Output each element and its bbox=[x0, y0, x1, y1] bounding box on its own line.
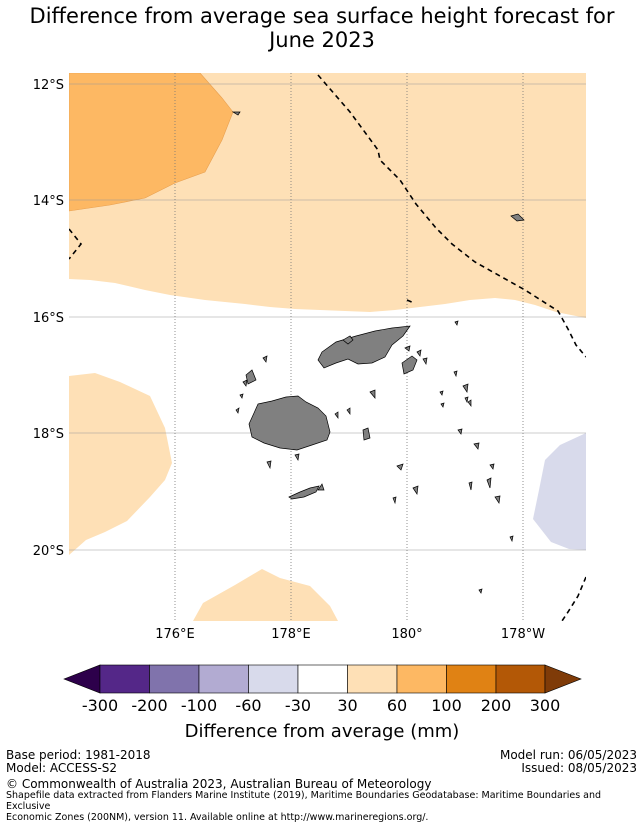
footer-right: Model run: 06/05/2023 Issued: 08/05/2023 bbox=[500, 749, 637, 775]
colorbar-bin bbox=[99, 664, 150, 694]
colorbar-tick-label: -200 bbox=[131, 696, 167, 715]
lat-label: 14°S bbox=[33, 194, 64, 209]
colorbar-bin bbox=[149, 664, 200, 694]
colorbar-bin bbox=[495, 664, 546, 694]
copyright: © Commonwealth of Australia 2023, Austra… bbox=[6, 777, 432, 791]
title-line-2: June 2023 bbox=[269, 28, 375, 52]
latitude-labels: 12°S 14°S 16°S 18°S 20°S bbox=[33, 78, 64, 559]
lon-label: 178°W bbox=[501, 627, 545, 642]
base-period: Base period: 1981-2018 bbox=[6, 748, 151, 762]
colorbar-title: Difference from average (mm) bbox=[185, 721, 460, 742]
shapefile-credit-line-2: Economic Zones (200NM), version 11. Avai… bbox=[6, 812, 429, 823]
model-run: Model run: 06/05/2023 bbox=[499, 748, 637, 762]
taveuni-island bbox=[401, 355, 418, 375]
lat-label: 18°S bbox=[33, 427, 64, 442]
colorbar-tick-label: 60 bbox=[387, 696, 407, 715]
footer-left: Base period: 1981-2018 Model: ACCESS-S2 bbox=[6, 749, 151, 775]
colorbar-tick-label: 100 bbox=[431, 696, 462, 715]
longitude-labels: 176°E 178°E 180° 178°W bbox=[155, 627, 545, 642]
map-title: Difference from average sea surface heig… bbox=[0, 4, 644, 52]
eez-boundary bbox=[69, 74, 586, 621]
colorbar: -300 -200 -100 -60 -30 30 60 100 200 300… bbox=[63, 664, 582, 742]
viti-levu-island bbox=[248, 395, 331, 451]
lon-label: 176°E bbox=[155, 627, 195, 642]
shapefile-credit: Shapefile data extracted from Flanders M… bbox=[6, 790, 644, 823]
map-area bbox=[69, 73, 586, 621]
kadavu-island bbox=[288, 485, 320, 500]
shapefile-credit-line-1: Shapefile data extracted from Flanders M… bbox=[6, 790, 602, 812]
colorbar-bin bbox=[198, 664, 249, 694]
colorbar-tick-label: -30 bbox=[285, 696, 311, 715]
colorbar-bin bbox=[446, 664, 497, 694]
anomaly-region-30-60-west bbox=[69, 373, 172, 555]
colorbar-tick-label: -300 bbox=[82, 696, 118, 715]
colorbar-tick-label: 200 bbox=[481, 696, 512, 715]
title-line-1: Difference from average sea surface heig… bbox=[29, 4, 615, 28]
anomaly-region-neg30-neg60 bbox=[533, 433, 586, 550]
vanua-levu-island bbox=[317, 325, 411, 369]
anomaly-region-30-60-south bbox=[193, 569, 338, 621]
colorbar-low-extension bbox=[63, 664, 101, 694]
colorbar-bin bbox=[396, 664, 447, 694]
colorbar-tick-label: 300 bbox=[530, 696, 561, 715]
fiji-islands bbox=[231, 111, 525, 594]
model-name: Model: ACCESS-S2 bbox=[6, 761, 118, 775]
colorbar-high-extension bbox=[544, 664, 582, 694]
lon-label: 180° bbox=[391, 627, 422, 642]
lat-label: 16°S bbox=[33, 311, 64, 326]
anomaly-region-60-100 bbox=[69, 73, 234, 212]
colorbar-bin bbox=[297, 664, 348, 694]
colorbar-tick-label: -60 bbox=[235, 696, 261, 715]
colorbar-bin bbox=[248, 664, 299, 694]
lon-label: 178°E bbox=[271, 627, 311, 642]
issued-date: Issued: 08/05/2023 bbox=[521, 761, 637, 775]
lat-label: 20°S bbox=[33, 544, 64, 559]
colorbar-tick-label: 30 bbox=[337, 696, 357, 715]
colorbar-tick-label: -100 bbox=[181, 696, 217, 715]
colorbar-bin bbox=[347, 664, 398, 694]
lat-label: 12°S bbox=[33, 78, 64, 93]
